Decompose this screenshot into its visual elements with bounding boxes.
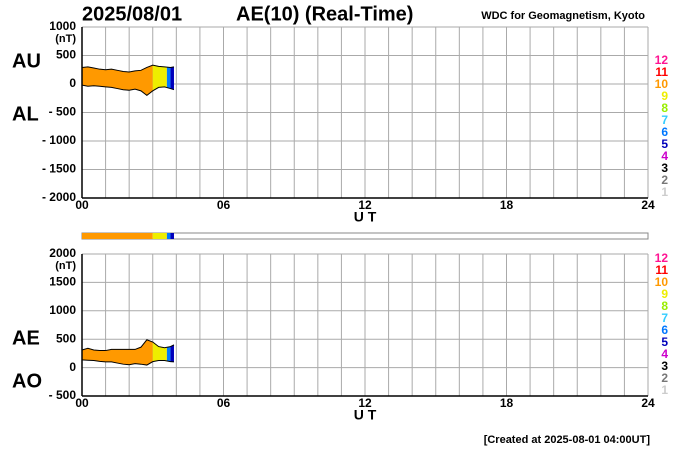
station-legend-label: 10 (655, 275, 669, 289)
y-tick-label: 0 (69, 360, 76, 374)
x-tick-label: 00 (75, 198, 89, 212)
station-bar-segment (82, 233, 153, 239)
x-axis-title: U T (354, 407, 377, 423)
station-fill (82, 339, 153, 366)
station-legend-label: 7 (661, 311, 668, 325)
series-line (81, 339, 175, 352)
y-tick-label: - 1500 (42, 162, 76, 176)
x-tick-label: 24 (641, 396, 655, 410)
x-tick-label: 00 (75, 396, 89, 410)
y-tick-label: 1500 (49, 275, 76, 289)
series-label: AE (12, 327, 40, 349)
x-tick-label: 06 (217, 396, 231, 410)
station-fill (166, 346, 171, 362)
station-legend-label: 11 (655, 263, 668, 277)
series-label: AO (12, 370, 42, 392)
footer: [Created at 2025-08-01 04:00UT] (484, 434, 651, 446)
x-tick-label: 12 (358, 198, 372, 212)
series-label: AL (12, 103, 39, 125)
station-fill (166, 67, 171, 89)
station-legend-label: 6 (661, 125, 668, 139)
station-legend-label: 6 (661, 323, 668, 337)
x-axis-title: U T (354, 209, 377, 225)
y-tick-label: 1000 (49, 303, 76, 317)
station-legend-label: 7 (661, 113, 668, 127)
y-tick-label: 500 (56, 48, 76, 62)
y-tick-label: - 1000 (42, 133, 76, 147)
y-tick-label: 0 (69, 76, 76, 90)
source: WDC for Geomagnetism, Kyoto (481, 10, 645, 22)
station-legend-label: 5 (661, 137, 668, 151)
station-fill (82, 65, 153, 96)
station-legend-label: 8 (661, 101, 668, 115)
station-legend-label: 2 (661, 173, 668, 187)
y-tick-label: - 2000 (42, 190, 76, 204)
station-legend-label: 9 (661, 287, 668, 301)
station-legend-label: 3 (661, 359, 668, 373)
station-legend-label: 4 (661, 149, 668, 163)
station-bar-segment (152, 233, 167, 239)
y-tick-label: 500 (56, 331, 76, 345)
station-legend-label: 1 (661, 383, 668, 397)
station-legend-label: 12 (655, 251, 669, 265)
station-bar-segment (166, 233, 171, 239)
series-line (81, 359, 175, 366)
series-label: AU (12, 50, 41, 72)
y-tick-label: - 500 (49, 105, 77, 119)
station-legend-label: 10 (655, 77, 669, 91)
station-legend-label: 2 (661, 371, 668, 385)
station-fill (170, 344, 174, 362)
y-axis-unit: (nT) (55, 33, 76, 45)
x-tick-label: 18 (500, 198, 514, 212)
y-tick-label: 1000 (49, 19, 76, 33)
station-legend-label: 5 (661, 335, 668, 349)
station-legend-label: 8 (661, 299, 668, 313)
station-legend-label: 12 (655, 53, 669, 67)
x-tick-label: 18 (500, 396, 514, 410)
station-legend-label: 4 (661, 347, 668, 361)
y-axis-unit: (nT) (55, 260, 76, 272)
x-tick-label: 12 (358, 396, 372, 410)
date: 2025/08/01 (82, 3, 182, 25)
station-legend-label: 9 (661, 89, 668, 103)
station-fill (170, 66, 174, 90)
x-tick-label: 06 (217, 198, 231, 212)
series-line (81, 64, 175, 73)
station-fill (152, 65, 167, 91)
series-line (81, 84, 175, 97)
station-bar-segment (170, 233, 174, 239)
y-tick-label: - 500 (49, 388, 77, 402)
chart-title: AE(10) (Real-Time) (236, 3, 413, 25)
station-legend-label: 3 (661, 161, 668, 175)
station-fill (152, 342, 167, 362)
y-tick-label: 2000 (49, 246, 76, 260)
station-legend-label: 11 (655, 65, 668, 79)
x-tick-label: 24 (641, 198, 655, 212)
station-legend-label: 1 (661, 185, 668, 199)
